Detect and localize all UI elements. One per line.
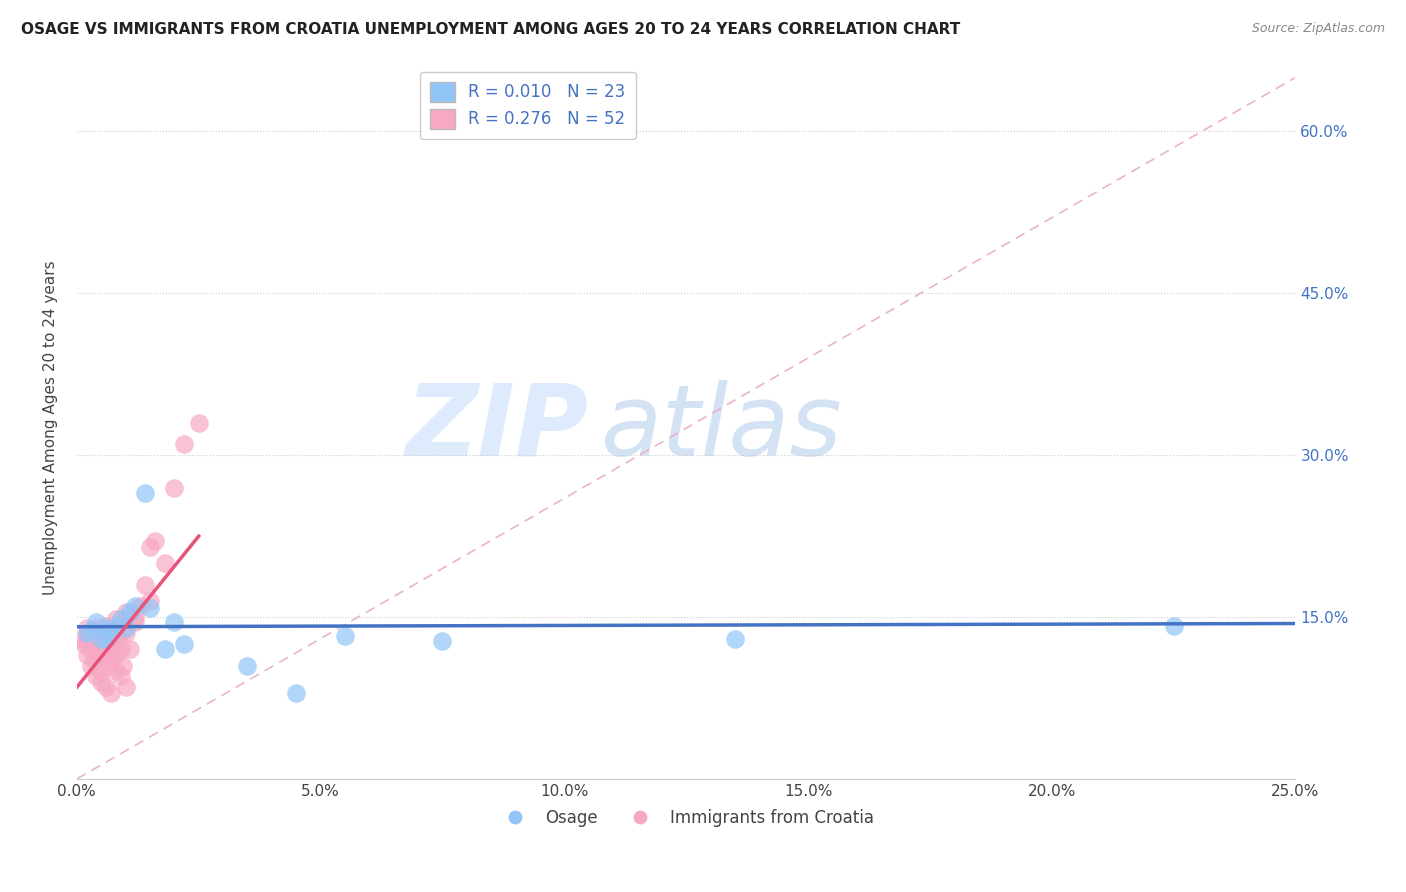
Point	[112, 658, 135, 673]
Text: OSAGE VS IMMIGRANTS FROM CROATIA UNEMPLOYMENT AMONG AGES 20 TO 24 YEARS CORRELAT: OSAGE VS IMMIGRANTS FROM CROATIA UNEMPLO…	[21, 22, 960, 37]
Point	[70, 632, 93, 646]
Point	[94, 621, 117, 635]
Legend: Osage, Immigrants from Croatia: Osage, Immigrants from Croatia	[492, 803, 880, 834]
Y-axis label: Unemployment Among Ages 20 to 24 years: Unemployment Among Ages 20 to 24 years	[44, 260, 58, 596]
Point	[104, 648, 127, 662]
Point	[86, 615, 108, 630]
Point	[94, 632, 117, 646]
Point	[80, 642, 103, 657]
Point	[173, 437, 195, 451]
Point	[173, 637, 195, 651]
Point	[76, 633, 98, 648]
Point	[90, 674, 112, 689]
Point	[90, 623, 112, 637]
Point	[86, 621, 108, 635]
Point	[76, 621, 98, 635]
Point	[124, 610, 146, 624]
Point	[114, 680, 136, 694]
Text: atlas: atlas	[600, 380, 842, 476]
Point	[83, 653, 105, 667]
Point	[80, 658, 103, 673]
Point	[143, 534, 166, 549]
Point	[139, 540, 162, 554]
Point	[73, 637, 96, 651]
Text: ZIP: ZIP	[406, 380, 589, 476]
Point	[76, 648, 98, 662]
Point	[153, 556, 176, 570]
Point	[110, 642, 132, 657]
Point	[100, 626, 122, 640]
Point	[163, 615, 186, 630]
Text: Source: ZipAtlas.com: Source: ZipAtlas.com	[1251, 22, 1385, 36]
Point	[120, 605, 142, 619]
Point	[236, 658, 259, 673]
Point	[100, 653, 122, 667]
Point	[94, 642, 117, 657]
Point	[124, 599, 146, 614]
Point	[94, 680, 117, 694]
Point	[139, 594, 162, 608]
Point	[432, 633, 454, 648]
Point	[107, 632, 129, 646]
Point	[129, 599, 152, 614]
Point	[93, 632, 115, 646]
Point	[114, 626, 136, 640]
Point	[163, 481, 186, 495]
Point	[103, 637, 125, 651]
Point	[100, 626, 122, 640]
Point	[724, 632, 747, 646]
Point	[120, 642, 142, 657]
Point	[134, 577, 156, 591]
Point	[134, 486, 156, 500]
Point	[77, 626, 100, 640]
Point	[80, 626, 103, 640]
Point	[110, 612, 132, 626]
Point	[104, 618, 127, 632]
Point	[103, 637, 125, 651]
Point	[285, 685, 308, 699]
Point	[112, 623, 135, 637]
Point	[110, 669, 132, 683]
Point	[100, 685, 122, 699]
Point	[90, 632, 112, 646]
Point	[86, 637, 108, 651]
Point	[114, 605, 136, 619]
Point	[86, 669, 108, 683]
Point	[93, 648, 115, 662]
Point	[90, 664, 112, 678]
Point	[139, 601, 162, 615]
Point	[87, 632, 110, 646]
Point	[76, 626, 98, 640]
Point	[1163, 618, 1185, 632]
Point	[83, 630, 105, 644]
Point	[187, 416, 209, 430]
Point	[124, 615, 146, 630]
Point	[333, 630, 356, 644]
Point	[97, 658, 120, 673]
Point	[94, 618, 117, 632]
Point	[114, 621, 136, 635]
Point	[153, 642, 176, 657]
Point	[80, 623, 103, 637]
Point	[104, 664, 127, 678]
Point	[104, 612, 127, 626]
